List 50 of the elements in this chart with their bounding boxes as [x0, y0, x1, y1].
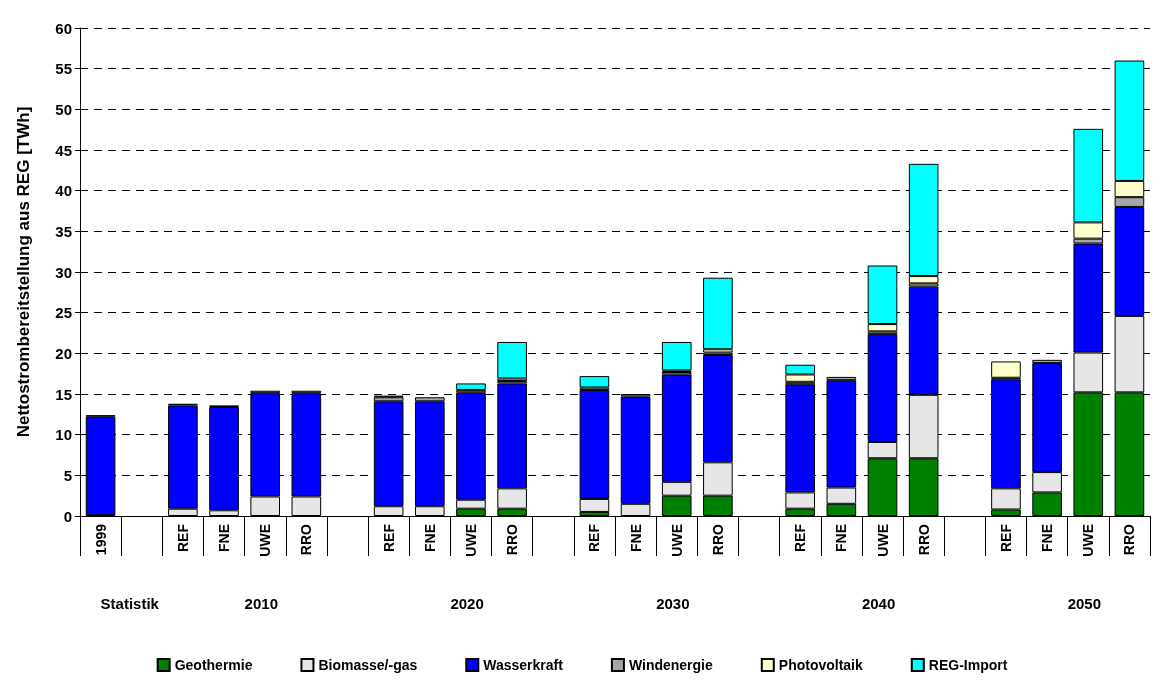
x-tick-label: REF — [997, 523, 1014, 552]
bar — [456, 383, 486, 390]
y-tick-label: 45 — [55, 141, 72, 159]
x-tick-label: FNE — [627, 524, 644, 552]
legend-label: Geothermie — [174, 657, 253, 673]
y-tick-label: 40 — [55, 182, 72, 200]
x-tick-label: FNE — [216, 524, 233, 552]
x-tick-label: RRO — [915, 523, 932, 556]
y-tick-label: 15 — [55, 385, 72, 403]
text: 2040 — [861, 595, 896, 612]
x-tick-label: UWE — [257, 524, 274, 557]
x-tick-label: REF — [792, 523, 809, 552]
text: Statistik — [100, 595, 160, 612]
y-axis-title: Nettostrombereitstellung aus REG [TWh] — [14, 106, 33, 438]
x-tick-label: UWE — [874, 524, 891, 557]
legend-label: Biomasse/-gas — [318, 657, 418, 673]
y-tick-label: 10 — [55, 426, 72, 444]
x-tick-label: RRO — [298, 523, 315, 556]
x-tick-label: FNE — [421, 524, 438, 552]
text: 2010 — [244, 595, 278, 612]
bar — [579, 376, 610, 388]
y-tick-label: 25 — [55, 304, 72, 322]
x-tick-label: UWE — [668, 524, 685, 557]
text: 2030 — [656, 595, 690, 612]
x-tick-label: FNE — [833, 524, 850, 552]
x-tick-label: FNE — [1039, 524, 1056, 552]
bar — [991, 361, 1021, 378]
x-tick-label: RRO — [504, 523, 521, 556]
y-tick-label: 50 — [55, 100, 72, 118]
x-tick-label: UWE — [1080, 524, 1097, 557]
x-tick-label: REF — [174, 523, 191, 552]
legend-label: Windenergie — [628, 657, 713, 673]
text: 2050 — [1067, 595, 1102, 612]
x-tick-label: 1999 — [92, 523, 109, 556]
legend-label: Wasserkraft — [483, 657, 564, 673]
x-tick-label: RRO — [1121, 523, 1138, 556]
text: 2020 — [450, 595, 484, 612]
x-tick-label: REF — [380, 523, 397, 552]
legend-label: REG-Import — [928, 657, 1008, 673]
y-tick-label: 55 — [55, 60, 72, 78]
y-tick-label: 35 — [55, 222, 72, 240]
x-tick-label: RRO — [709, 523, 726, 556]
x-tick-label: REF — [586, 523, 603, 552]
y-tick-label: 5 — [63, 466, 72, 484]
x-tick-label: UWE — [462, 524, 479, 557]
y-tick-label: 30 — [55, 263, 72, 281]
legend-label: Photovoltaik — [778, 657, 864, 673]
y-tick-label: 60 — [55, 19, 72, 37]
y-tick-label: 20 — [55, 344, 72, 362]
y-tick-label: 0 — [63, 507, 72, 525]
